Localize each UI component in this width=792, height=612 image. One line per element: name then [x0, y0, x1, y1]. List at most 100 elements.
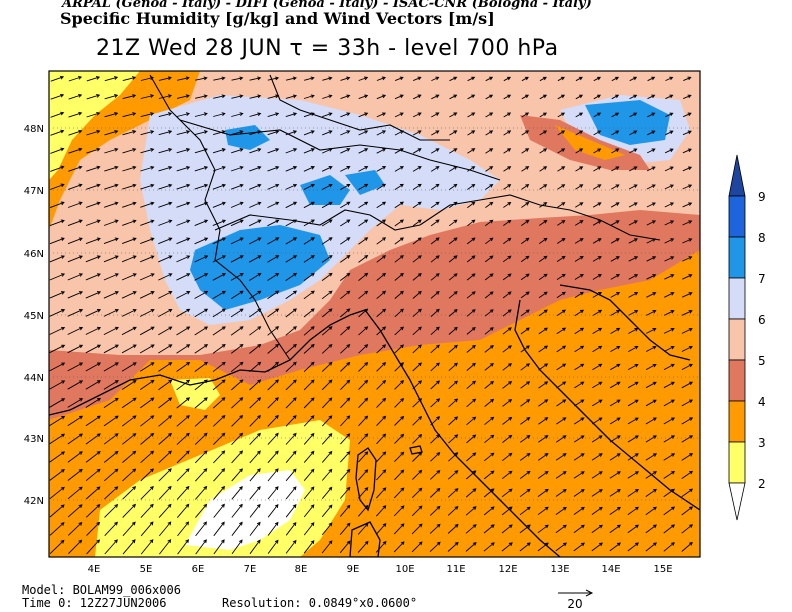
wind-arrow	[502, 399, 513, 407]
wind-arrow	[321, 343, 333, 354]
wind-arrow	[339, 522, 351, 535]
wind-arrow	[663, 506, 676, 516]
wind-arrow	[628, 256, 639, 262]
wind-arrow	[683, 94, 692, 100]
wind-arrow	[573, 417, 585, 425]
wind-arrow	[104, 468, 119, 482]
wind-arrow	[213, 468, 226, 482]
wind-arrow	[647, 76, 656, 82]
wind-arrow	[467, 130, 476, 136]
wind-arrow	[412, 166, 422, 172]
colorbar-label: 6	[758, 313, 766, 327]
wind-arrow	[285, 148, 298, 154]
wind-arrow	[538, 435, 549, 443]
wind-arrow	[645, 363, 657, 370]
wind-arrow	[303, 397, 315, 409]
wind-arrow	[249, 112, 262, 117]
wind-arrow	[466, 416, 477, 426]
wind-arrow	[49, 219, 65, 227]
wind-arrow	[340, 130, 351, 136]
wind-arrow	[664, 166, 674, 172]
wind-arrow	[49, 415, 66, 426]
wind-arrow	[484, 452, 495, 462]
wind-arrow	[176, 130, 191, 136]
wind-arrow	[139, 291, 155, 299]
wind-arrow	[212, 273, 227, 281]
wind-arrow	[158, 379, 173, 391]
wind-arrow	[212, 201, 226, 208]
wind-arrow	[682, 148, 692, 154]
wind-arrow	[49, 486, 65, 500]
coastline-gulf-of-lion	[49, 309, 366, 416]
wind-arrow	[358, 451, 369, 463]
wind-arrow	[555, 435, 567, 443]
wind-arrow	[194, 183, 209, 190]
wind-arrow	[121, 326, 137, 336]
wind-arrow	[503, 166, 512, 172]
wind-arrow	[357, 540, 369, 553]
wind-arrow	[519, 524, 531, 534]
wind-arrow	[592, 273, 602, 280]
wind-arrow	[376, 379, 387, 390]
wind-arrow	[121, 273, 137, 281]
wind-arrow	[304, 76, 315, 81]
wind-arrow	[501, 542, 513, 552]
wind-arrow	[394, 237, 404, 245]
wind-arrow	[303, 415, 315, 427]
wind-arrow	[645, 417, 657, 425]
wind-arrow	[663, 363, 675, 370]
wind-arrow	[121, 415, 137, 427]
wind-arrow	[557, 220, 566, 226]
wind-arrow	[267, 237, 280, 245]
wind-arrow	[85, 255, 101, 263]
wind-arrow	[394, 201, 404, 209]
wind-arrow	[68, 147, 83, 154]
wind-arrow	[321, 237, 333, 245]
wind-arrow	[394, 219, 404, 227]
wind-arrow	[466, 237, 476, 245]
wind-arrow	[430, 308, 440, 317]
wind-arrow	[249, 165, 262, 172]
wind-arrow	[121, 255, 137, 263]
wind-arrow	[394, 469, 405, 481]
wind-arrow	[340, 183, 351, 190]
wind-arrow	[140, 130, 155, 136]
wind-arrow	[285, 201, 298, 209]
wind-arrow	[609, 471, 621, 479]
wind-arrow	[86, 521, 101, 536]
wind-arrow	[67, 219, 83, 227]
wind-arrow	[68, 75, 83, 82]
wind-arrow	[122, 183, 137, 190]
wind-arrow	[176, 308, 191, 318]
wind-arrow	[575, 184, 584, 190]
wind-arrow	[665, 76, 674, 82]
wind-arrow	[376, 415, 387, 427]
wind-arrow	[556, 309, 566, 317]
wind-arrow	[140, 165, 155, 172]
wind-arrow	[376, 272, 387, 281]
wind-arrow	[521, 184, 530, 190]
wind-arrow	[176, 201, 191, 208]
wind-arrow	[484, 291, 494, 299]
wind-arrow	[50, 111, 65, 118]
wind-arrow	[49, 469, 65, 481]
wind-arrow	[466, 327, 476, 335]
colorbar-label: 2	[758, 477, 766, 491]
wind-arrow	[663, 542, 675, 552]
footer-model: Model: BOLAM99_006x006	[22, 583, 181, 597]
wind-arrow	[627, 417, 639, 425]
wind-arrow	[663, 328, 675, 334]
wind-vectors	[49, 75, 694, 555]
wind-arrow	[140, 94, 155, 99]
wind-arrow	[645, 488, 657, 497]
wind-arrow	[448, 470, 459, 480]
wind-arrow	[681, 327, 693, 334]
wind-arrow	[267, 379, 279, 391]
wind-arrow	[467, 219, 476, 227]
wind-arrow	[627, 453, 639, 461]
wind-arrow	[591, 399, 603, 407]
wind-arrow	[340, 290, 351, 300]
wind-arrow	[213, 76, 226, 81]
wind-arrow	[574, 363, 585, 371]
wind-arrow	[575, 148, 584, 154]
